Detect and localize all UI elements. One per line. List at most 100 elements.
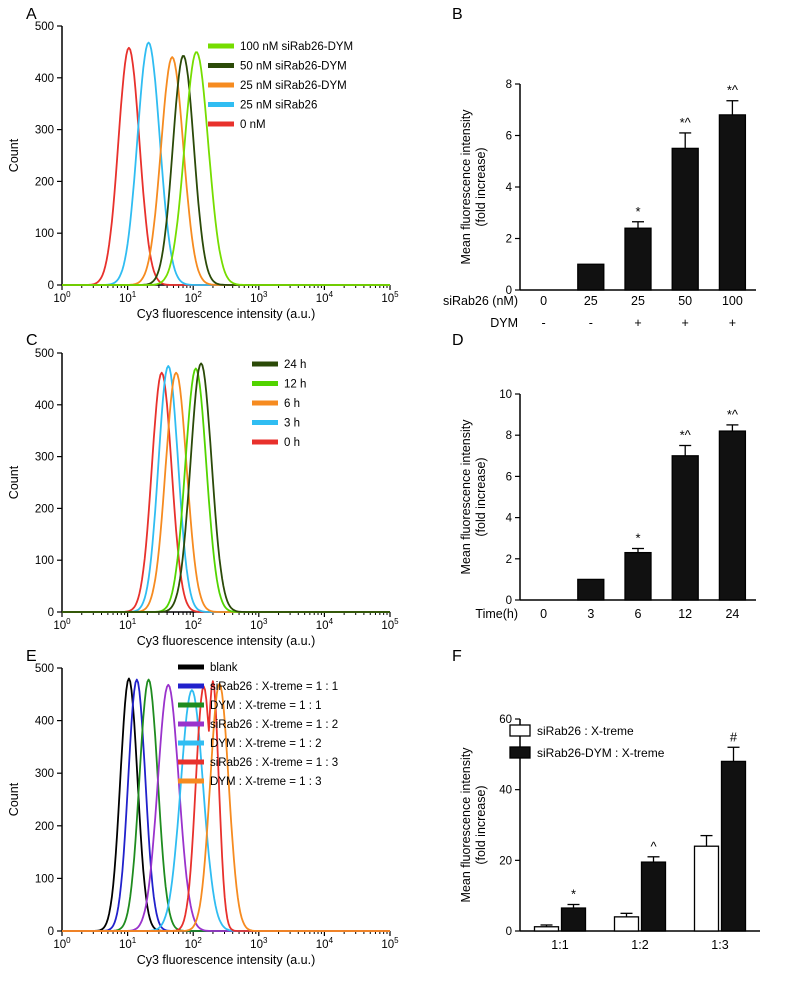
svg-text:24 h: 24 h	[284, 359, 306, 371]
svg-text:8: 8	[506, 79, 512, 91]
svg-text:50: 50	[678, 294, 692, 308]
svg-text:Mean fluorescence intensity: Mean fluorescence intensity	[459, 419, 473, 575]
svg-text:6: 6	[506, 131, 512, 143]
svg-text:104: 104	[316, 290, 334, 305]
svg-text:Time(h): Time(h)	[475, 607, 518, 621]
svg-text:siRab26 : X-treme: siRab26 : X-treme	[537, 724, 634, 738]
svg-text:200: 200	[35, 503, 54, 515]
svg-text:100: 100	[53, 290, 71, 305]
svg-text:102: 102	[185, 936, 203, 951]
svg-text:103: 103	[250, 290, 268, 305]
svg-text:6: 6	[635, 607, 642, 621]
svg-text:104: 104	[316, 617, 334, 632]
panel-f-bar-chart: 0 20 40 60 Mean fluorescence intensity (fold …	[459, 714, 760, 952]
svg-text:0: 0	[540, 294, 547, 308]
panel-label-e: E	[26, 648, 37, 665]
svg-text:+: +	[634, 316, 641, 330]
svg-text:Count: Count	[7, 138, 21, 172]
svg-text:*: *	[635, 204, 640, 219]
svg-text:100: 100	[53, 936, 71, 951]
svg-text:24: 24	[725, 607, 739, 621]
svg-text:400: 400	[35, 400, 54, 412]
svg-text:*^: *^	[727, 83, 739, 98]
svg-text:200: 200	[35, 176, 54, 188]
svg-text:siRab26-DYM : X-treme: siRab26-DYM : X-treme	[537, 746, 665, 760]
svg-text:Mean fluorescence intensity: Mean fluorescence intensity	[459, 109, 473, 265]
svg-text:105: 105	[381, 290, 399, 305]
svg-text:(fold increase): (fold increase)	[474, 457, 488, 536]
svg-text:25 nM siRab26-DYM: 25 nM siRab26-DYM	[240, 80, 347, 92]
svg-text:Cy3 fluorescence intensity (a.: Cy3 fluorescence intensity (a.u.)	[137, 953, 316, 967]
svg-text:0: 0	[48, 280, 54, 292]
svg-text:0: 0	[48, 926, 54, 938]
svg-text:1:2: 1:2	[631, 938, 648, 952]
svg-text:2: 2	[506, 234, 512, 246]
svg-text:*: *	[635, 531, 640, 546]
svg-text:100: 100	[35, 873, 54, 885]
svg-text:105: 105	[381, 617, 399, 632]
svg-text:3 h: 3 h	[284, 418, 300, 430]
svg-text:DYM : X-treme = 1 : 2: DYM : X-treme = 1 : 2	[210, 738, 322, 750]
svg-text:104: 104	[316, 936, 334, 951]
svg-text:100: 100	[35, 555, 54, 567]
svg-text:(fold increase): (fold increase)	[474, 147, 488, 226]
panel-label-a: A	[26, 6, 37, 23]
svg-text:3: 3	[587, 607, 594, 621]
svg-text:6: 6	[506, 471, 512, 483]
svg-text:*^: *^	[727, 407, 739, 422]
svg-text:100: 100	[53, 617, 71, 632]
svg-text:100 nM siRab26-DYM: 100 nM siRab26-DYM	[240, 41, 353, 53]
svg-text:20: 20	[499, 855, 512, 867]
svg-text:1:1: 1:1	[551, 938, 568, 952]
svg-text:*: *	[571, 887, 576, 902]
svg-text:25 nM siRab26: 25 nM siRab26	[240, 100, 317, 112]
svg-text:Cy3 fluorescence intensity (a.: Cy3 fluorescence intensity (a.u.)	[137, 634, 316, 648]
svg-text:blank: blank	[210, 662, 238, 674]
svg-text:+: +	[729, 316, 736, 330]
svg-text:1:3: 1:3	[711, 938, 728, 952]
svg-text:0: 0	[540, 607, 547, 621]
panel-label-f: F	[452, 648, 462, 665]
svg-text:500: 500	[35, 663, 54, 675]
svg-text:Count: Count	[7, 782, 21, 816]
svg-text:101: 101	[119, 617, 137, 632]
svg-text:^: ^	[650, 839, 657, 854]
svg-text:8: 8	[506, 430, 512, 442]
svg-text:siRab26 (nM): siRab26 (nM)	[443, 294, 518, 308]
svg-text:105: 105	[381, 936, 399, 951]
svg-text:2: 2	[506, 554, 512, 566]
panel-label-b: B	[452, 6, 463, 23]
svg-text:60: 60	[499, 714, 512, 726]
svg-text:102: 102	[185, 290, 203, 305]
panel-label-c: C	[26, 332, 38, 349]
svg-text:103: 103	[250, 617, 268, 632]
svg-text:10: 10	[499, 389, 512, 401]
svg-text:0: 0	[506, 926, 512, 938]
svg-text:400: 400	[35, 716, 54, 728]
svg-text:-: -	[542, 316, 546, 330]
svg-text:500: 500	[35, 21, 54, 33]
svg-text:12: 12	[678, 607, 692, 621]
svg-text:300: 300	[35, 125, 54, 137]
svg-text:DYM: DYM	[490, 316, 518, 330]
svg-text:DYM : X-treme = 1 : 1: DYM : X-treme = 1 : 1	[210, 700, 322, 712]
svg-text:4: 4	[506, 513, 513, 525]
svg-text:101: 101	[119, 290, 137, 305]
svg-text:25: 25	[631, 294, 645, 308]
svg-text:Mean fluorescence intensity: Mean fluorescence intensity	[459, 747, 473, 903]
svg-text:0: 0	[48, 607, 54, 619]
svg-text:100: 100	[35, 228, 54, 240]
svg-text:6 h: 6 h	[284, 398, 300, 410]
panel-label-d: D	[452, 332, 464, 349]
svg-text:50 nM siRab26-DYM: 50 nM siRab26-DYM	[240, 61, 347, 73]
svg-text:102: 102	[185, 617, 203, 632]
svg-text:103: 103	[250, 936, 268, 951]
svg-text:*^: *^	[680, 428, 692, 443]
svg-text:Cy3 fluorescence intensity (a.: Cy3 fluorescence intensity (a.u.)	[137, 307, 316, 321]
svg-text:40: 40	[499, 785, 512, 797]
svg-text:siRab26 : X-treme = 1 : 1: siRab26 : X-treme = 1 : 1	[210, 681, 338, 693]
